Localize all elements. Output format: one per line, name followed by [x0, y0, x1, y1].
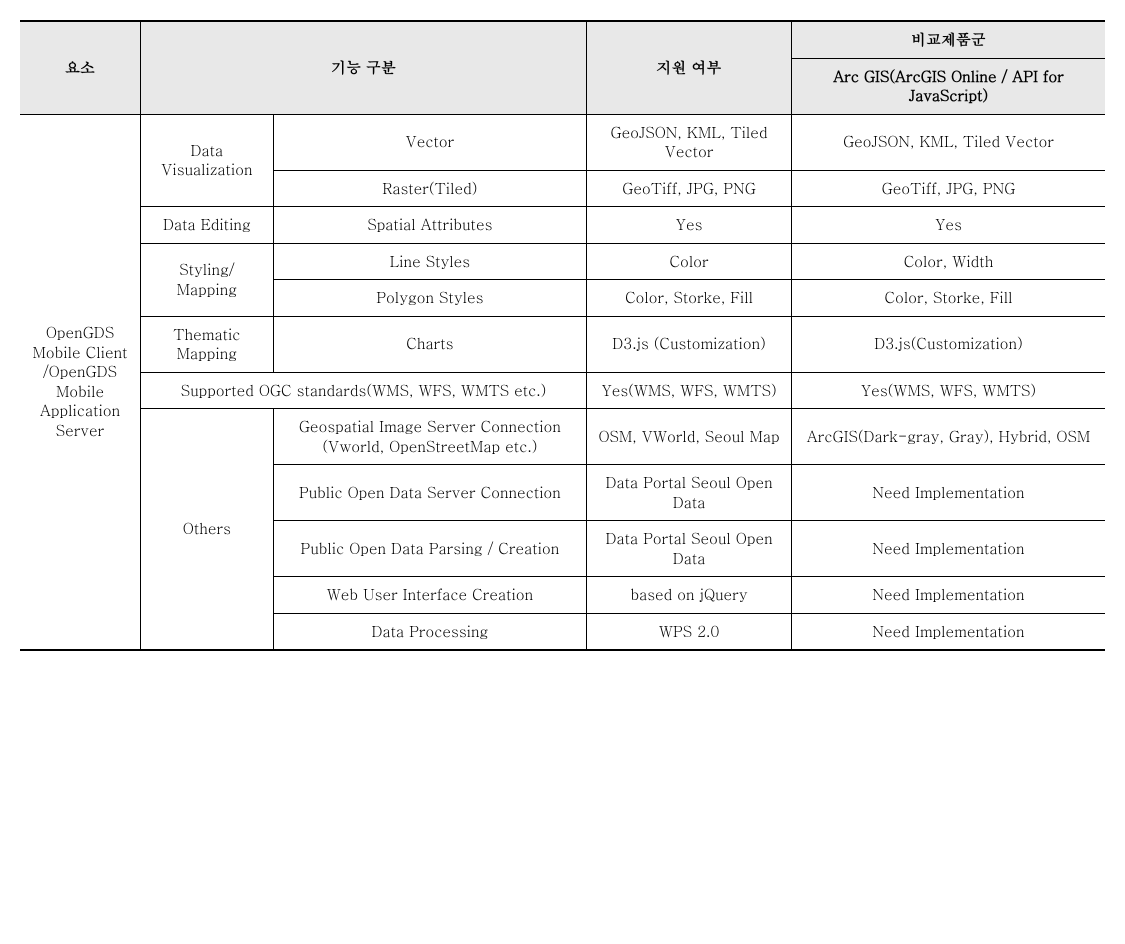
compare-cell: Need Implementation — [792, 613, 1106, 650]
category-others: Others — [141, 409, 274, 651]
support-cell: Color, Storke, Fill — [587, 280, 792, 317]
compare-cell: Color, Storke, Fill — [792, 280, 1106, 317]
header-support: 지원 여부 — [587, 21, 792, 114]
header-comparison-detail: Arc GIS(ArcGIS Online / API for JavaScri… — [792, 58, 1106, 114]
table-row: Thematic Mapping Charts D3.js (Customiza… — [20, 316, 1105, 372]
table-row: Others Geospatial Image Server Connectio… — [20, 409, 1105, 465]
support-cell: WPS 2.0 — [587, 613, 792, 650]
support-cell: Yes — [587, 207, 792, 244]
func-cell: Polygon Styles — [273, 280, 586, 317]
compare-cell: Yes — [792, 207, 1106, 244]
header-element: 요소 — [20, 21, 141, 114]
category-ogc: Supported OGC standards(WMS, WFS, WMTS e… — [141, 372, 587, 409]
compare-cell: Need Implementation — [792, 521, 1106, 577]
table-row: Data Editing Spatial Attributes Yes Yes — [20, 207, 1105, 244]
category-styling: Styling/ Mapping — [141, 243, 274, 316]
compare-cell: Color, Width — [792, 243, 1106, 280]
comparison-table: 요소 기능 구분 지원 여부 비교제품군 Arc GIS(ArcGIS Onli… — [20, 20, 1105, 651]
compare-cell: GeoJSON, KML, Tiled Vector — [792, 114, 1106, 170]
compare-cell: GeoTiff, JPG, PNG — [792, 170, 1106, 207]
compare-cell: Need Implementation — [792, 577, 1106, 614]
support-cell: GeoJSON, KML, Tiled Vector — [587, 114, 792, 170]
support-cell: OSM, VWorld, Seoul Map — [587, 409, 792, 465]
support-cell: based on jQuery — [587, 577, 792, 614]
header-function-category: 기능 구분 — [141, 21, 587, 114]
table-row: Styling/ Mapping Line Styles Color Color… — [20, 243, 1105, 280]
category-data-viz: Data Visualization — [141, 114, 274, 207]
compare-cell: Yes(WMS, WFS, WMTS) — [792, 372, 1106, 409]
func-cell: Public Open Data Parsing / Creation — [273, 521, 586, 577]
func-cell: Public Open Data Server Connection — [273, 465, 586, 521]
compare-cell: D3.js(Customization) — [792, 316, 1106, 372]
func-cell: Raster(Tiled) — [273, 170, 586, 207]
compare-cell: ArcGIS(Dark-gray, Gray), Hybrid, OSM — [792, 409, 1106, 465]
support-cell: Data Portal Seoul Open Data — [587, 521, 792, 577]
func-cell: Vector — [273, 114, 586, 170]
func-cell: Geospatial Image Server Connection (Vwor… — [273, 409, 586, 465]
support-cell: Data Portal Seoul Open Data — [587, 465, 792, 521]
support-cell: GeoTiff, JPG, PNG — [587, 170, 792, 207]
header-comparison-group: 비교제품군 — [792, 21, 1106, 58]
compare-cell: Need Implementation — [792, 465, 1106, 521]
category-thematic: Thematic Mapping — [141, 316, 274, 372]
table-row: Supported OGC standards(WMS, WFS, WMTS e… — [20, 372, 1105, 409]
element-label: OpenGDS Mobile Client /OpenGDS Mobile Ap… — [20, 114, 141, 650]
func-cell: Charts — [273, 316, 586, 372]
category-data-editing: Data Editing — [141, 207, 274, 244]
func-cell: Data Processing — [273, 613, 586, 650]
support-cell: Color — [587, 243, 792, 280]
support-cell: D3.js (Customization) — [587, 316, 792, 372]
support-cell: Yes(WMS, WFS, WMTS) — [587, 372, 792, 409]
func-cell: Web User Interface Creation — [273, 577, 586, 614]
func-cell: Spatial Attributes — [273, 207, 586, 244]
table-row: OpenGDS Mobile Client /OpenGDS Mobile Ap… — [20, 114, 1105, 170]
func-cell: Line Styles — [273, 243, 586, 280]
